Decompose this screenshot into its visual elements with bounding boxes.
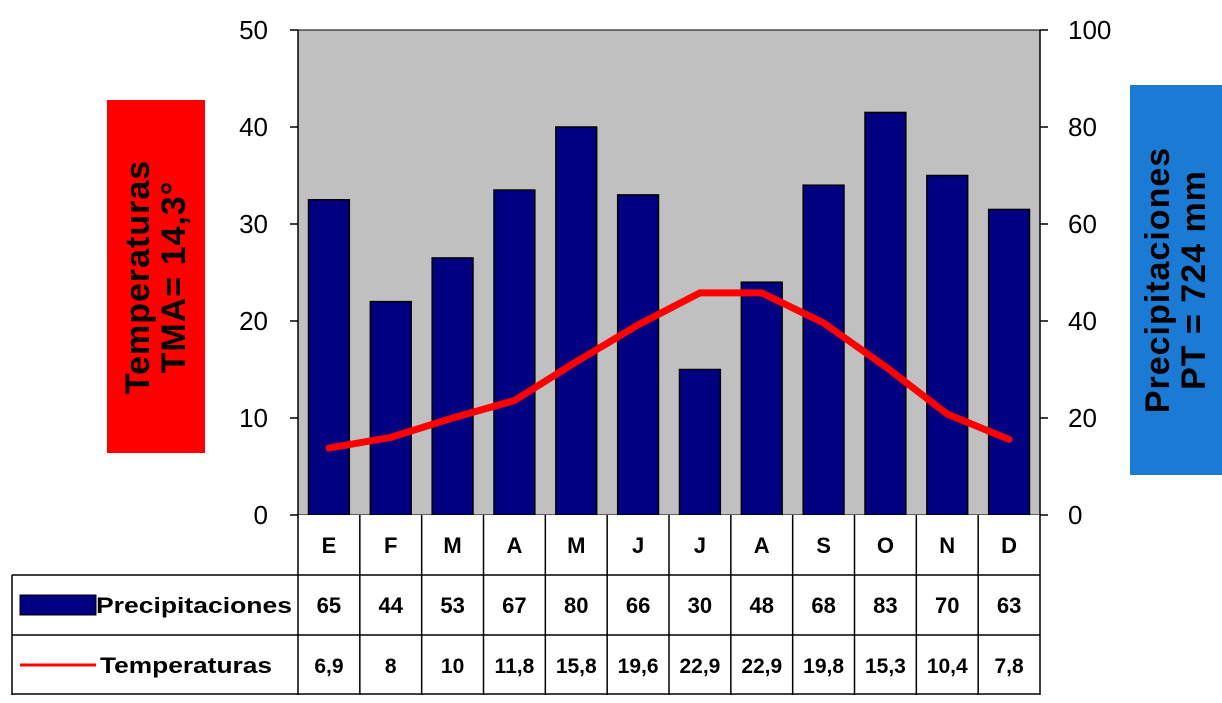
precipitation-bar <box>865 112 906 515</box>
precipitation-bar <box>370 302 411 515</box>
temperature-value-label: 22,9 <box>741 655 782 678</box>
temperature-annotation-title: Temperaturas <box>120 159 156 393</box>
category-label: A <box>754 533 770 558</box>
temperature-value-label: 11,8 <box>495 655 535 678</box>
precipitation-bar <box>494 190 535 515</box>
right-axis-tick-label: 100 <box>1068 15 1111 45</box>
precipitation-legend-swatch <box>20 595 96 615</box>
temperature-value-label: 10,4 <box>927 655 968 678</box>
right-axis-tick-label: 0 <box>1068 500 1082 530</box>
precipitation-value-label: 48 <box>750 593 774 618</box>
left-axis-tick-label: 20 <box>239 306 268 336</box>
right-axis-tick-label: 40 <box>1068 306 1097 336</box>
category-label: J <box>632 533 644 558</box>
category-label: J <box>694 533 706 558</box>
category-label: S <box>816 533 831 558</box>
category-label: A <box>506 533 522 558</box>
precipitation-bar <box>803 185 844 515</box>
category-label: N <box>939 533 955 558</box>
precipitation-bar <box>556 127 597 515</box>
category-label: M <box>443 533 461 558</box>
precipitation-value-label: 70 <box>935 593 959 618</box>
precipitation-bar <box>989 209 1030 515</box>
temperature-value-label: 19,6 <box>618 655 659 678</box>
precipitation-annotation-title: Precipitaciones <box>1140 147 1176 413</box>
temperature-value-label: 15,3 <box>865 655 906 678</box>
precipitation-bar <box>432 258 473 515</box>
precipitation-value-label: 68 <box>811 593 835 618</box>
precipitation-annotation-box: Precipitaciones PT = 724 mm <box>1130 85 1222 475</box>
right-axis-tick-label: 80 <box>1068 112 1097 142</box>
precipitation-bar <box>309 200 350 515</box>
precipitation-annotation-total: PT = 724 mm <box>1176 147 1212 413</box>
precipitation-value-label: 66 <box>626 593 650 618</box>
left-axis-tick-label: 40 <box>239 112 268 142</box>
category-label: O <box>877 533 894 558</box>
temperature-value-label: 6,9 <box>314 655 343 678</box>
precipitation-value-label: 83 <box>873 593 897 618</box>
category-label: M <box>567 533 585 558</box>
temperature-annotation-mean: TMA= 14,3° <box>156 159 192 393</box>
category-label: D <box>1001 533 1017 558</box>
precipitation-value-label: 63 <box>997 593 1021 618</box>
temperature-value-label: 7,8 <box>994 655 1024 678</box>
precipitation-bar <box>741 282 782 515</box>
precipitation-value-label: 44 <box>379 593 404 618</box>
right-axis-tick-label: 20 <box>1068 403 1097 433</box>
temperature-value-label: 15,8 <box>556 655 597 678</box>
precipitation-value-label: 30 <box>688 593 712 618</box>
temperature-annotation-box: Temperaturas TMA= 14,3° <box>107 100 205 453</box>
temperature-value-label: 22,9 <box>679 655 720 678</box>
precipitation-bar <box>680 370 721 516</box>
temperature-value-label: 19,8 <box>803 655 844 678</box>
precipitation-legend-label: Precipitaciones <box>96 593 292 618</box>
left-axis-tick-label: 50 <box>239 15 268 45</box>
precipitation-value-label: 80 <box>564 593 588 618</box>
precipitation-value-label: 65 <box>317 593 341 618</box>
precipitation-value-label: 53 <box>440 593 464 618</box>
left-axis-tick-label: 30 <box>239 209 268 239</box>
temperature-legend-label: Temperaturas <box>100 653 272 678</box>
precipitation-bar <box>927 176 968 516</box>
precipitation-bar <box>618 195 659 515</box>
temperature-value-label: 8 <box>385 655 397 678</box>
category-label: F <box>384 533 397 558</box>
left-axis-tick-label: 10 <box>239 403 268 433</box>
precipitation-value-label: 67 <box>502 593 526 618</box>
category-label: E <box>322 533 337 558</box>
left-axis-tick-label: 0 <box>254 500 268 530</box>
temperature-value-label: 10 <box>441 655 464 678</box>
right-axis-tick-label: 60 <box>1068 209 1097 239</box>
